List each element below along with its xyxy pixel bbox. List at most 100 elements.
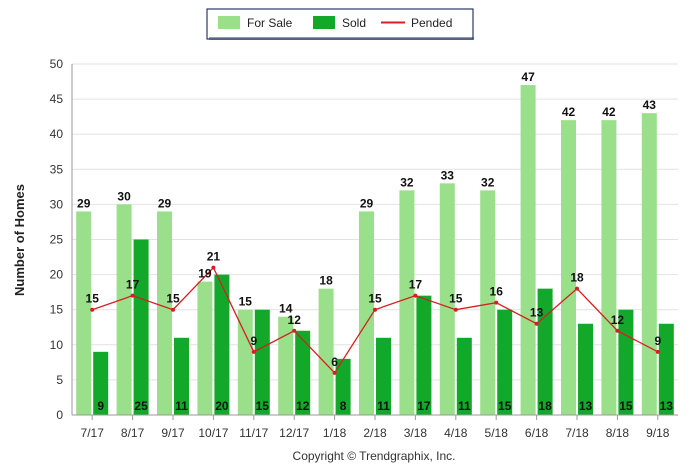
x-tick-label: 11/17 [239, 426, 268, 440]
x-tick-label: 9/17 [161, 426, 185, 440]
data-label-sold: 15 [256, 399, 270, 413]
bar-sold [254, 309, 270, 415]
data-labels: 2993025291119201515141218829113217331132… [77, 70, 673, 413]
legend-label-for-sale: For Sale [247, 16, 293, 30]
data-label-sold: 13 [579, 399, 593, 413]
data-label-for-sale: 42 [562, 105, 576, 119]
y-tick-label: 25 [50, 233, 64, 247]
data-label-pended: 12 [288, 313, 302, 327]
data-label-for-sale: 29 [158, 196, 172, 210]
bar-sold [578, 323, 593, 415]
bar-for-sale [520, 85, 536, 415]
data-label-sold: 9 [97, 399, 104, 413]
bars [76, 85, 674, 415]
bar-for-sale [561, 120, 576, 415]
bar-sold [416, 295, 432, 415]
pended-point [332, 370, 337, 375]
data-label-sold: 13 [660, 399, 674, 413]
data-label-pended: 13 [530, 306, 544, 320]
data-label-pended: 21 [207, 250, 221, 264]
data-label-pended: 15 [368, 292, 382, 306]
y-tick-label: 15 [50, 303, 64, 317]
legend-label-sold: Sold [342, 16, 366, 30]
bar-for-sale [278, 316, 294, 415]
bar-for-sale [399, 190, 415, 415]
legend-box [206, 8, 474, 40]
bar-sold [133, 239, 149, 415]
x-tick-label: 5/18 [485, 426, 509, 440]
bar-for-sale [197, 281, 213, 415]
y-tick-label: 35 [50, 162, 64, 176]
y-tick-label: 45 [50, 92, 64, 106]
pended-point [534, 321, 539, 326]
data-label-sold: 18 [538, 399, 552, 413]
bar-sold [456, 337, 472, 415]
y-axis: 0 5 10 15 20 25 30 35 40 45 50 [50, 57, 73, 422]
pended-point [615, 328, 620, 333]
data-label-pended: 15 [166, 292, 180, 306]
x-tick-label: 6/18 [525, 426, 549, 440]
copyright-text: Copyright © Trendgraphix, Inc. [293, 449, 456, 463]
data-label-sold: 25 [134, 399, 148, 413]
x-tick-label: 7/18 [565, 426, 589, 440]
legend: For Sale Sold Pended [206, 8, 474, 40]
data-label-for-sale: 19 [198, 267, 212, 281]
data-label-sold: 11 [377, 399, 390, 413]
y-tick-label: 5 [56, 373, 63, 387]
pended-point [494, 300, 499, 305]
bar-sold [376, 337, 391, 415]
bar-for-sale [237, 309, 253, 415]
x-tick-label: 12/17 [279, 426, 309, 440]
bar-for-sale [601, 120, 617, 415]
bar-sold [658, 323, 674, 415]
x-tick-label: 8/17 [121, 426, 145, 440]
x-tick-label: 3/18 [404, 426, 428, 440]
bar-for-sale [641, 113, 657, 415]
data-label-pended: 18 [570, 271, 584, 285]
pended-point [171, 307, 175, 312]
bar-sold [93, 351, 109, 415]
bar-for-sale [76, 211, 92, 415]
data-label-for-sale: 32 [481, 175, 495, 189]
data-label-for-sale: 33 [441, 168, 455, 182]
y-tick-label: 40 [50, 127, 64, 141]
data-label-sold: 11 [458, 399, 471, 413]
y-tick-label: 0 [56, 408, 63, 422]
x-tick-label: 4/18 [444, 426, 468, 440]
data-label-for-sale: 32 [400, 175, 414, 189]
data-label-sold: 15 [619, 399, 633, 413]
pended-point [251, 349, 256, 354]
x-tick-label: 2/18 [363, 426, 387, 440]
bar-sold [618, 309, 634, 415]
data-label-sold: 8 [340, 399, 347, 413]
data-label-pended: 15 [86, 292, 100, 306]
data-label-for-sale: 14 [279, 302, 293, 316]
pended-line [90, 265, 660, 375]
bar-for-sale [116, 204, 132, 415]
y-tick-label: 30 [50, 197, 64, 211]
x-tick-label: 1/18 [323, 426, 347, 440]
data-label-for-sale: 29 [77, 196, 91, 210]
data-label-for-sale: 30 [117, 189, 131, 203]
data-label-for-sale: 29 [360, 196, 374, 210]
bar-for-sale [359, 211, 374, 415]
bar-sold [174, 337, 189, 415]
data-label-sold: 17 [417, 399, 431, 413]
y-axis-title: Number of Homes [12, 184, 27, 296]
pended-point [575, 286, 579, 291]
data-label-pended: 17 [409, 278, 423, 292]
data-label-pended: 12 [611, 313, 625, 327]
legend-swatch-for-sale [218, 16, 240, 29]
data-label-sold: 11 [175, 399, 188, 413]
bar-sold [497, 309, 513, 415]
pended-point [130, 293, 135, 298]
legend-shadow [209, 37, 474, 40]
data-label-pended: 9 [654, 334, 661, 348]
x-axis: 7/17 8/17 9/17 10/17 11/17 12/17 1/18 2/18 3/18 4… [72, 414, 678, 440]
pended-point [90, 307, 95, 312]
data-label-pended: 17 [126, 278, 140, 292]
pended-point [211, 265, 216, 270]
data-label-sold: 12 [296, 399, 310, 413]
legend-swatch-sold [313, 16, 335, 29]
